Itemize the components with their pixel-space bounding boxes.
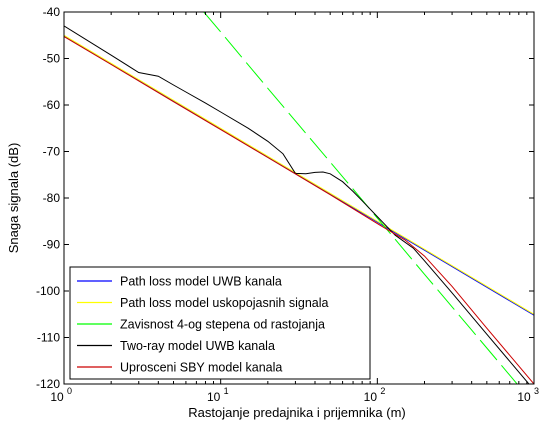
plot-frame	[63, 11, 535, 385]
y-tick-label: -40	[43, 5, 61, 19]
legend-label-zavisnost-4-og-stepena-od-rastojanja: Zavisnost 4-og stepena od rastojanja	[120, 318, 325, 332]
series-layer	[64, 12, 534, 384]
y-tick-label: -50	[43, 52, 61, 66]
y-tick-label: -120	[36, 377, 60, 391]
x-tick-label: 10	[207, 390, 221, 404]
y-tick-label: -70	[43, 145, 61, 159]
x-tick-label-exponent: 0	[67, 386, 72, 396]
y-tick-label: -60	[43, 98, 61, 112]
y-axis-label: Snaga signala (dB)	[6, 143, 21, 254]
x-tick-label: 10	[517, 390, 531, 404]
y-tick-label: -100	[36, 284, 60, 298]
series-line-zavisnost-4-og-stepena-od-rastojanja	[203, 12, 518, 384]
legend: Path loss model UWB kanala Path loss mode…	[69, 266, 371, 380]
legend-box	[69, 266, 371, 380]
y-tick-label: -110	[37, 331, 60, 345]
x-tick-label: 10	[364, 390, 378, 404]
legend-label-path-loss-model-uwb-kanala: Path loss model UWB kanala	[120, 275, 282, 289]
x-tick-label-exponent: 3	[534, 386, 539, 396]
y-tick-label: -90	[43, 238, 61, 252]
series-line-two-ray-model-uwb-kanala	[64, 25, 530, 384]
legend-label-uprosceni-sby-model-kanala: Uprosceni SBY model kanala	[120, 361, 282, 375]
y-tick-label: -80	[43, 191, 61, 205]
x-tick-label: 10	[50, 390, 64, 404]
legend-label-path-loss-model-uskopojasnih-signala: Path loss model uskopojasnih signala	[120, 296, 329, 310]
series-line-path-loss-model-uskopojasnih-signala	[64, 34, 534, 315]
x-tick-label-exponent: 2	[380, 386, 385, 396]
legend-label-two-ray-model-uwb-kanala: Two-ray model UWB kanala	[120, 339, 275, 353]
x-tick-label-exponent: 1	[224, 386, 229, 396]
series-line-uprosceni-sby-model-kanala	[64, 36, 534, 384]
x-axis-label: Rastojanje predajnika i prijemnika (m)	[188, 405, 405, 420]
